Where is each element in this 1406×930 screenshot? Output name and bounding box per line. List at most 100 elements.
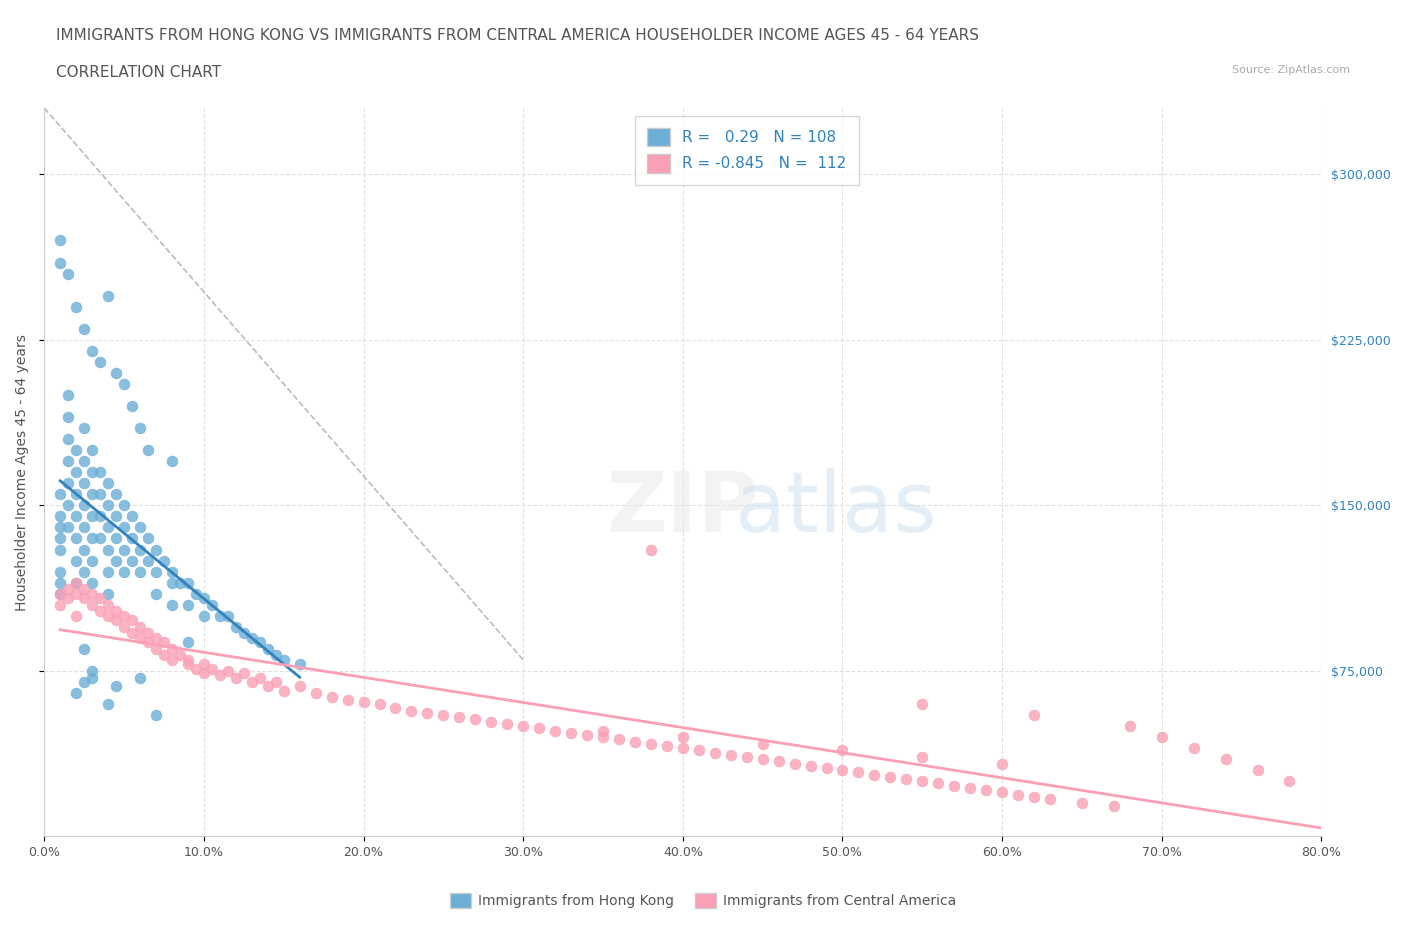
- Point: [208, 608, 231, 623]
- Point: [1119, 719, 1142, 734]
- Point: [927, 776, 949, 790]
- Point: [815, 761, 838, 776]
- Point: [305, 685, 328, 700]
- Point: [544, 724, 567, 738]
- Point: [145, 642, 167, 657]
- Point: [624, 734, 647, 749]
- Point: [49, 575, 72, 590]
- Point: [1278, 774, 1301, 789]
- Point: [153, 648, 176, 663]
- Point: [225, 619, 247, 634]
- Point: [1246, 763, 1268, 777]
- Point: [783, 756, 806, 771]
- Point: [264, 674, 287, 689]
- Point: [145, 631, 167, 645]
- Point: [49, 565, 72, 579]
- Text: Source: ZipAtlas.com: Source: ZipAtlas.com: [1232, 65, 1350, 75]
- Point: [959, 780, 981, 795]
- Point: [89, 604, 111, 618]
- Point: [65, 443, 87, 458]
- Point: [991, 785, 1014, 800]
- Point: [256, 679, 278, 694]
- Point: [97, 498, 120, 512]
- Point: [201, 597, 224, 612]
- Point: [105, 679, 128, 694]
- Text: atlas: atlas: [735, 468, 936, 549]
- Point: [145, 542, 167, 557]
- Point: [720, 748, 742, 763]
- Point: [65, 553, 87, 568]
- Point: [479, 714, 502, 729]
- Point: [58, 266, 80, 281]
- Point: [249, 635, 271, 650]
- Point: [321, 690, 343, 705]
- Point: [58, 409, 80, 424]
- Point: [592, 724, 614, 738]
- Point: [560, 725, 582, 740]
- Point: [136, 443, 159, 458]
- Point: [879, 769, 901, 784]
- Point: [129, 542, 152, 557]
- Point: [911, 697, 934, 711]
- Point: [73, 542, 96, 557]
- Point: [73, 674, 96, 689]
- Point: [177, 653, 200, 668]
- Point: [49, 586, 72, 601]
- Point: [49, 520, 72, 535]
- Point: [105, 487, 128, 502]
- Point: [264, 648, 287, 663]
- Point: [97, 565, 120, 579]
- Point: [464, 712, 486, 727]
- Point: [273, 684, 295, 698]
- Point: [73, 454, 96, 469]
- Point: [49, 586, 72, 601]
- Point: [193, 591, 215, 605]
- Point: [169, 575, 191, 590]
- Point: [831, 763, 853, 777]
- Point: [416, 706, 439, 721]
- Point: [129, 520, 152, 535]
- Point: [688, 743, 710, 758]
- Point: [49, 509, 72, 524]
- Point: [911, 750, 934, 764]
- Point: [82, 586, 104, 601]
- Point: [97, 608, 120, 623]
- Point: [703, 745, 725, 760]
- Point: [240, 674, 263, 689]
- Point: [896, 772, 918, 787]
- Point: [121, 613, 143, 628]
- Point: [105, 553, 128, 568]
- Point: [1182, 740, 1205, 755]
- Point: [160, 575, 183, 590]
- Point: [89, 487, 111, 502]
- Point: [273, 653, 295, 668]
- Point: [105, 613, 128, 628]
- Point: [592, 730, 614, 745]
- Point: [799, 758, 821, 773]
- Point: [82, 597, 104, 612]
- Point: [49, 255, 72, 270]
- Point: [97, 520, 120, 535]
- Point: [1022, 790, 1045, 804]
- Point: [82, 465, 104, 480]
- Point: [65, 487, 87, 502]
- Point: [105, 604, 128, 618]
- Point: [121, 399, 143, 414]
- Point: [82, 575, 104, 590]
- Point: [177, 657, 200, 671]
- Point: [160, 454, 183, 469]
- Point: [58, 591, 80, 605]
- Point: [232, 626, 254, 641]
- Point: [73, 582, 96, 597]
- Point: [73, 420, 96, 435]
- Point: [58, 388, 80, 403]
- Point: [576, 727, 599, 742]
- Point: [112, 542, 135, 557]
- Point: [184, 661, 207, 676]
- Legend: Immigrants from Hong Kong, Immigrants from Central America: Immigrants from Hong Kong, Immigrants fr…: [444, 888, 962, 914]
- Point: [82, 343, 104, 358]
- Point: [751, 737, 773, 751]
- Point: [97, 476, 120, 491]
- Point: [49, 597, 72, 612]
- Point: [527, 721, 550, 736]
